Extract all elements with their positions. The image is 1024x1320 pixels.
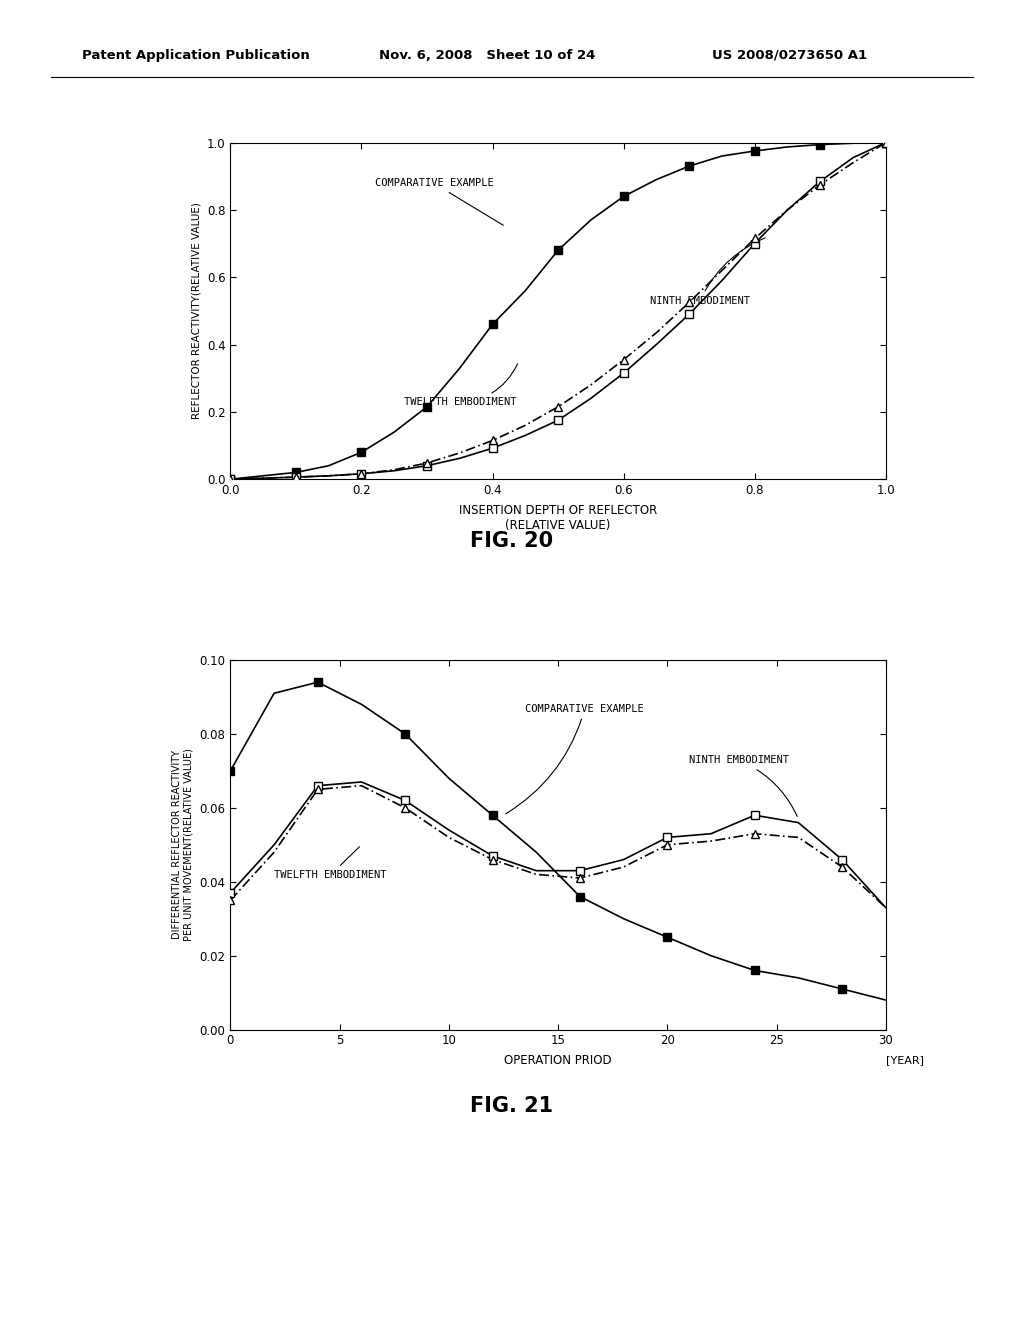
Y-axis label: DIFFERENTIAL REFLECTOR REACTIVITY
PER UNIT MOVEMENT(RELATIVE VALUE): DIFFERENTIAL REFLECTOR REACTIVITY PER UN… xyxy=(172,748,194,941)
X-axis label: OPERATION PRIOD: OPERATION PRIOD xyxy=(504,1055,612,1068)
Text: TWELFTH EMBODIMENT: TWELFTH EMBODIMENT xyxy=(274,846,387,880)
Text: [YEAR]: [YEAR] xyxy=(886,1056,924,1065)
Text: NINTH EMBODIMENT: NINTH EMBODIMENT xyxy=(689,755,798,816)
Text: Patent Application Publication: Patent Application Publication xyxy=(82,49,309,62)
Text: US 2008/0273650 A1: US 2008/0273650 A1 xyxy=(712,49,866,62)
Y-axis label: REFLECTOR REACTIVITY(RELATIVE VALUE): REFLECTOR REACTIVITY(RELATIVE VALUE) xyxy=(191,202,202,420)
Text: COMPARATIVE EXAMPLE: COMPARATIVE EXAMPLE xyxy=(506,704,644,814)
Text: Nov. 6, 2008   Sheet 10 of 24: Nov. 6, 2008 Sheet 10 of 24 xyxy=(379,49,595,62)
Text: COMPARATIVE EXAMPLE: COMPARATIVE EXAMPLE xyxy=(375,178,503,226)
Text: NINTH EMBODIMENT: NINTH EMBODIMENT xyxy=(650,238,765,306)
Text: FIG. 21: FIG. 21 xyxy=(470,1096,554,1115)
Text: FIG. 20: FIG. 20 xyxy=(470,531,554,550)
Text: TWELFTH EMBODIMENT: TWELFTH EMBODIMENT xyxy=(404,364,517,407)
X-axis label: INSERTION DEPTH OF REFLECTOR
(RELATIVE VALUE): INSERTION DEPTH OF REFLECTOR (RELATIVE V… xyxy=(459,504,657,532)
